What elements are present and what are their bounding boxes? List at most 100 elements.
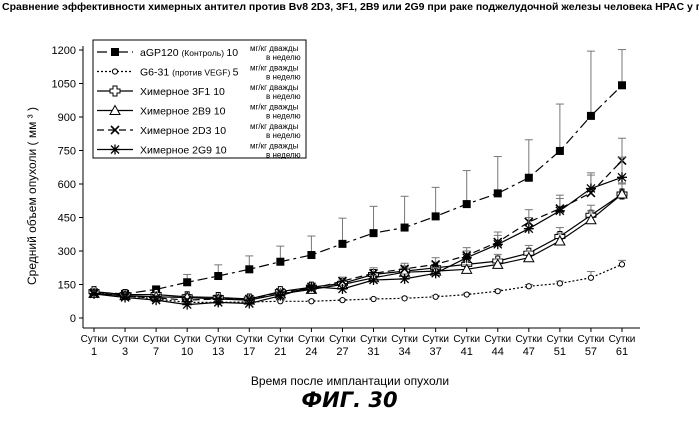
data-point-g631: [526, 284, 531, 289]
x-tick-label: 61: [616, 346, 628, 358]
series-3f1: [89, 183, 627, 304]
legend-label-suffix: (Контроль): [181, 48, 226, 58]
data-point-g631: [619, 262, 624, 267]
legend-label: Химерное 3F1 10: [140, 86, 225, 98]
legend-label: Химерное 2B9 10: [140, 106, 226, 118]
data-point-agp120: [183, 278, 191, 286]
y-tick-label: 450: [58, 213, 76, 225]
x-tick-label: 7: [153, 346, 159, 358]
x-tick-prefix: Сутки: [205, 334, 232, 345]
data-point-2g9: [586, 183, 596, 193]
data-point-2g9: [275, 291, 285, 301]
legend-label-suffix: (против VEGF): [172, 68, 233, 78]
figure-caption: ФИГ. 30: [0, 388, 699, 412]
data-point-agp120: [401, 224, 409, 232]
x-tick-label: 44: [492, 346, 504, 358]
x-tick-prefix: Сутки: [422, 334, 449, 345]
data-point-agp120: [307, 251, 315, 259]
legend: aGP120 (Контроль) 10мг/кг дваждыв неделю…: [93, 40, 306, 160]
legend-marker-agp120: [111, 48, 119, 56]
data-point-2g9: [182, 300, 192, 310]
y-tick-label: 1050: [52, 79, 76, 91]
x-tick-label: 10: [181, 346, 193, 358]
x-tick-prefix: Сутки: [143, 334, 170, 345]
data-point-agp120: [245, 265, 253, 273]
x-tick-prefix: Сутки: [236, 334, 263, 345]
series-line-3f1: [94, 194, 622, 299]
data-point-g631: [340, 298, 345, 303]
legend-label: G6-31 (против VEGF) 5: [140, 67, 239, 79]
x-tick-label: 37: [430, 346, 442, 358]
x-tick-label: 21: [274, 346, 286, 358]
data-point-2g9: [89, 289, 99, 299]
x-tick-label: 24: [305, 346, 317, 358]
x-tick-label: 3: [122, 346, 128, 358]
legend-label: Химерное 2D3 10: [140, 125, 226, 137]
y-tick-label: 750: [58, 146, 76, 158]
data-point-2g9: [524, 224, 534, 234]
data-point-g631: [464, 292, 469, 297]
x-tick-prefix: Сутки: [609, 334, 636, 345]
data-point-agp120: [556, 147, 564, 155]
data-point-agp120: [587, 112, 595, 120]
y-tick-label: 300: [58, 246, 76, 258]
x-tick-prefix: Сутки: [391, 334, 418, 345]
legend-marker-g631: [112, 69, 117, 74]
x-tick-prefix: Сутки: [112, 334, 139, 345]
data-point-2g9: [151, 295, 161, 305]
data-point-g631: [371, 296, 376, 301]
legend-dose-unit: мг/кг дважды: [250, 142, 299, 151]
data-point-2g9: [244, 298, 254, 308]
x-tick-label: 51: [554, 346, 566, 358]
legend-dose-unit: в неделю: [266, 92, 301, 101]
data-point-2g9: [493, 239, 503, 249]
x-tick-prefix: Сутки: [267, 334, 294, 345]
legend-dose-unit: в неделю: [266, 73, 301, 82]
legend-dose-unit: мг/кг дважды: [250, 103, 299, 112]
data-point-2g9: [213, 297, 223, 307]
data-point-agp120: [525, 174, 533, 182]
data-point-g631: [402, 296, 407, 301]
x-tick-prefix: Сутки: [578, 334, 605, 345]
y-tick-label: 0: [70, 313, 76, 325]
x-tick-prefix: Сутки: [81, 334, 108, 345]
legend-dose-unit: мг/кг дважды: [250, 122, 299, 131]
data-point-agp120: [432, 212, 440, 220]
data-point-2g9: [555, 206, 565, 216]
x-tick-label: 57: [585, 346, 597, 358]
legend-dose-unit: в неделю: [266, 151, 301, 160]
legend-dose-unit: мг/кг дважды: [250, 83, 299, 92]
x-tick-prefix: Сутки: [453, 334, 480, 345]
x-tick-prefix: Сутки: [360, 334, 387, 345]
series-g631: [90, 260, 626, 305]
x-tick-prefix: Сутки: [546, 334, 573, 345]
x-tick-label: 27: [336, 346, 348, 358]
x-tick-prefix: Сутки: [484, 334, 511, 345]
data-point-2g9: [400, 274, 410, 284]
x-tick-label: 17: [243, 346, 255, 358]
x-tick-label: 31: [367, 346, 379, 358]
legend-dose-unit: в неделю: [266, 131, 301, 140]
legend-label: Химерное 2G9 10: [140, 145, 227, 157]
data-point-g631: [433, 294, 438, 299]
x-tick-label: 34: [398, 346, 410, 358]
data-point-g631: [309, 299, 314, 304]
x-tick-prefix: Сутки: [298, 334, 325, 345]
data-point-2g9: [462, 253, 472, 263]
data-point-g631: [495, 289, 500, 294]
data-point-2g9: [337, 284, 347, 294]
data-point-g631: [588, 275, 593, 280]
x-tick-prefix: Сутки: [329, 334, 356, 345]
data-point-agp120: [276, 258, 284, 266]
data-point-2g9: [369, 275, 379, 285]
y-tick-label: 1200: [52, 45, 76, 57]
data-point-agp120: [370, 229, 378, 237]
legend-label: aGP120 (Контроль) 10: [140, 47, 238, 59]
y-axis-label: Средний объем опухоли ( мм ³ ): [25, 107, 39, 285]
data-point-agp120: [338, 240, 346, 248]
x-tick-prefix: Сутки: [174, 334, 201, 345]
x-tick-prefix: Сутки: [515, 334, 542, 345]
series-2g9: [89, 157, 627, 309]
y-tick-label: 150: [58, 280, 76, 292]
